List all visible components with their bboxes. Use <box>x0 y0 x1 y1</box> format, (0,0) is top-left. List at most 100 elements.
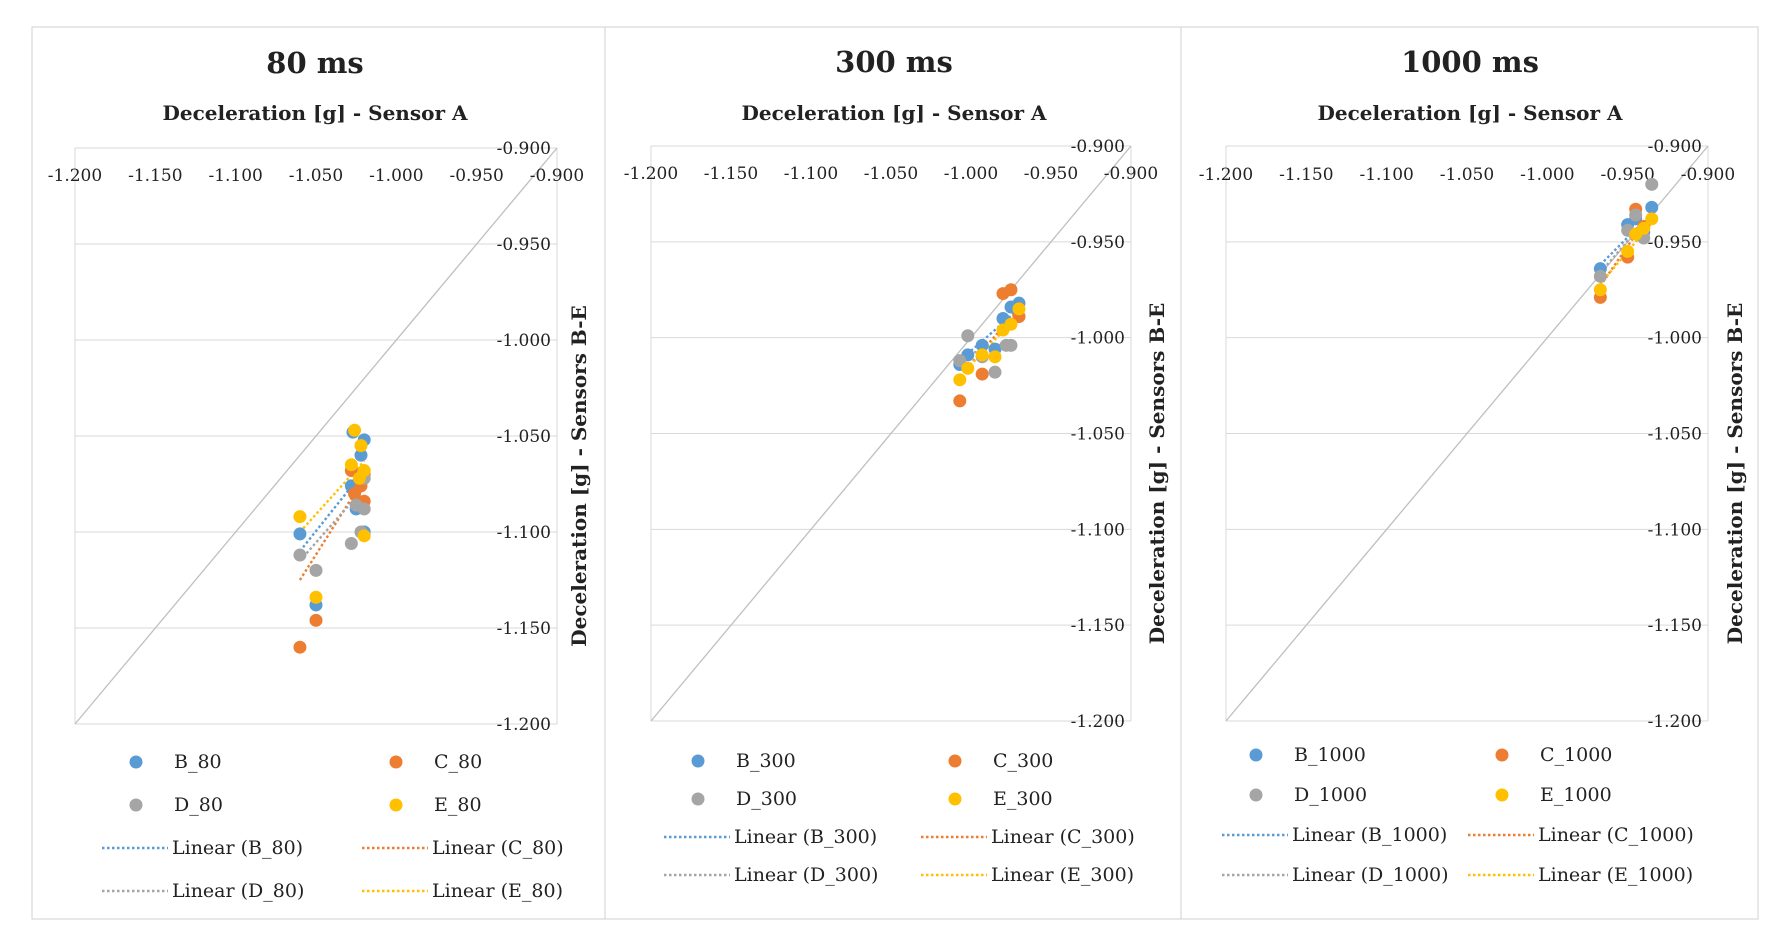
y-axis-label: Deceleration [g] - Sensors B-E <box>1723 303 1747 645</box>
y-axis-label: Deceleration [g] - Sensors B-E <box>1145 303 1169 645</box>
legend-label: B_1000 <box>1294 744 1366 766</box>
x-tick-label: -0.950 <box>1600 165 1654 185</box>
data-point <box>1004 338 1018 352</box>
chart-panel: 80 ms Deceleration [g] - Sensor A Decelera… <box>48 46 591 902</box>
y-tick-label: -0.900 <box>497 139 551 159</box>
data-point <box>1004 283 1018 297</box>
y-axis-label: Deceleration [g] - Sensors B-E <box>567 305 591 647</box>
legend-marker <box>1495 748 1509 762</box>
y-tick-label: -1.200 <box>1648 712 1702 732</box>
x-tick-label: -1.200 <box>1199 165 1253 185</box>
x-tick-label: -1.000 <box>944 164 998 184</box>
legend-label: Linear (C_1000) <box>1538 824 1694 846</box>
data-point <box>961 361 975 375</box>
data-point <box>1645 200 1659 214</box>
data-point <box>1629 208 1643 222</box>
legend-label: Linear (E_1000) <box>1538 864 1693 886</box>
legend-label: Linear (B_300) <box>734 826 877 848</box>
y-tick-label: -1.000 <box>497 331 551 351</box>
legend-marker <box>389 755 403 769</box>
x-axis-label: Deceleration [g] - Sensor A <box>1318 101 1623 125</box>
data-point <box>357 464 371 478</box>
data-point <box>953 394 967 408</box>
data-point <box>309 590 323 604</box>
x-tick-label: -1.050 <box>864 164 918 184</box>
x-tick-label: -0.900 <box>1104 164 1158 184</box>
legend-label: Linear (C_80) <box>432 837 564 859</box>
data-point <box>975 348 989 362</box>
data-point <box>1012 302 1026 316</box>
legend-label: Linear (D_300) <box>734 864 878 886</box>
panels: 80 ms Deceleration [g] - Sensor A Decelera… <box>48 45 1747 902</box>
legend-label: Linear (C_300) <box>991 826 1135 848</box>
data-point <box>1621 244 1635 258</box>
data-point <box>344 537 358 551</box>
legend-label: E_1000 <box>1540 784 1612 806</box>
y-tick-label: -1.150 <box>1648 616 1702 636</box>
data-point <box>975 338 989 352</box>
y-tick-label: -1.050 <box>1071 425 1125 445</box>
legend-marker <box>691 754 705 768</box>
data-point <box>293 548 307 562</box>
x-axis-label: Deceleration [g] - Sensor A <box>742 101 1047 125</box>
x-tick-label: -1.050 <box>289 166 343 186</box>
chart-panel: 1000 ms Deceleration [g] - Sensor A Decele… <box>1199 45 1747 886</box>
legend-marker <box>1249 748 1263 762</box>
x-tick-label: -0.900 <box>1681 165 1735 185</box>
y-tick-label: -1.150 <box>1071 616 1125 636</box>
legend-label: D_300 <box>736 788 797 810</box>
data-point <box>309 563 323 577</box>
x-tick-label: -1.150 <box>1279 165 1333 185</box>
legend-marker <box>1495 788 1509 802</box>
y-tick-label: -1.100 <box>1071 520 1125 540</box>
data-point <box>1645 177 1659 191</box>
data-point <box>357 502 371 516</box>
y-tick-label: -1.050 <box>497 427 551 447</box>
identity-line <box>74 147 558 725</box>
y-tick-label: -1.100 <box>1648 520 1702 540</box>
legend-label: Linear (D_80) <box>172 880 304 902</box>
x-tick-label: -1.100 <box>784 164 838 184</box>
legend-label: E_300 <box>993 788 1053 810</box>
y-tick-label: -0.950 <box>497 235 551 255</box>
data-point <box>354 439 368 453</box>
y-tick-label: -0.950 <box>1648 233 1702 253</box>
data-point <box>988 350 1002 364</box>
data-point <box>1593 283 1607 297</box>
chart-panel: 300 ms Deceleration [g] - Sensor A Deceler… <box>624 45 1169 886</box>
x-tick-label: -1.150 <box>704 164 758 184</box>
y-tick-label: -1.200 <box>497 715 551 735</box>
data-point <box>344 458 358 472</box>
chart-title: 300 ms <box>835 45 953 79</box>
legend-marker <box>948 754 962 768</box>
x-tick-label: -1.100 <box>208 166 262 186</box>
x-axis-label: Deceleration [g] - Sensor A <box>163 101 468 125</box>
y-tick-label: -0.950 <box>1071 233 1125 253</box>
data-point <box>348 423 362 437</box>
y-tick-label: -1.150 <box>497 619 551 639</box>
legend-label: C_80 <box>434 751 482 773</box>
data-point <box>988 365 1002 379</box>
x-tick-label: -1.100 <box>1359 165 1413 185</box>
x-tick-label: -1.050 <box>1440 165 1494 185</box>
data-point <box>357 529 371 543</box>
x-tick-label: -1.000 <box>369 166 423 186</box>
chart-title: 1000 ms <box>1401 45 1539 79</box>
legend-label: B_80 <box>174 751 222 773</box>
x-tick-label: -1.150 <box>128 166 182 186</box>
y-tick-label: -1.050 <box>1648 425 1702 445</box>
x-tick-label: -0.900 <box>530 166 584 186</box>
data-point <box>293 527 307 541</box>
legend-label: D_80 <box>174 794 223 816</box>
data-point <box>953 373 967 387</box>
legend-label: E_80 <box>434 794 482 816</box>
data-point <box>354 448 368 462</box>
data-point <box>1637 221 1651 235</box>
legend-label: C_300 <box>993 750 1053 772</box>
data-point <box>1004 317 1018 331</box>
data-point <box>1593 269 1607 283</box>
chart-title: 80 ms <box>266 46 363 80</box>
data-point <box>309 613 323 627</box>
legend-marker <box>389 798 403 812</box>
